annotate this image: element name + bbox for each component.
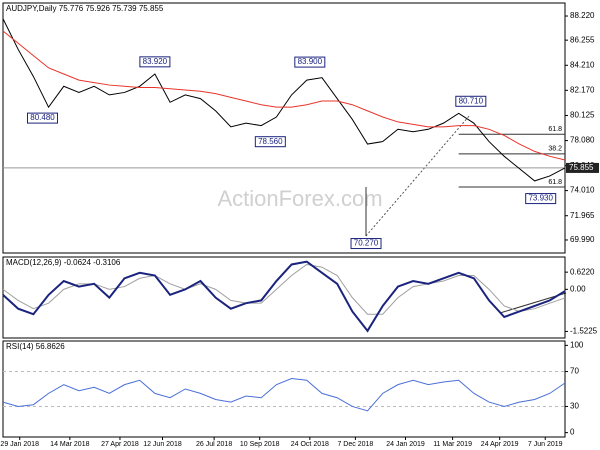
- x-tick-label: 24 Apr 2019: [481, 441, 519, 448]
- panel-title: RSI(14) 56.8626: [6, 342, 65, 351]
- x-tick-label: 26 Jul 2018: [196, 441, 232, 448]
- last-price-label: 75.855: [569, 163, 594, 172]
- y-tick-label: 0.00: [570, 284, 586, 293]
- y-tick-label: 0.6220: [570, 267, 595, 276]
- y-tick-label: 69.990: [570, 235, 595, 244]
- panel-frame: [2, 340, 566, 438]
- y-tick-label: -1.5225: [570, 327, 598, 336]
- panel-frame: [2, 2, 566, 254]
- series-line: [2, 263, 566, 315]
- fib-label: 38.2: [548, 146, 562, 153]
- y-tick-label: 74.010: [570, 186, 595, 195]
- price-label-box: [350, 238, 382, 250]
- price-label-box: [254, 136, 286, 148]
- x-tick-label: 7 Dec 2018: [337, 441, 373, 448]
- price-label-box: [26, 112, 58, 124]
- price-label: 78.560: [258, 137, 283, 146]
- y-tick-label: 78.080: [570, 136, 595, 145]
- panel-title: MACD(12,26,9) -0.0624 -0.3106: [6, 258, 121, 267]
- fib-label: 61.8: [548, 179, 562, 186]
- y-tick-label: 88.220: [570, 11, 595, 20]
- price-label-box: [455, 95, 487, 107]
- price-label-box: [525, 193, 557, 205]
- price-label: 83.920: [143, 57, 168, 66]
- price-label-box: [294, 56, 326, 68]
- series-line: [2, 30, 566, 161]
- price-label: 80.710: [459, 96, 484, 105]
- x-tick-label: 24 Oct 2018: [291, 441, 329, 448]
- y-tick-label: 30: [570, 402, 579, 411]
- watermark: ActionForex.com: [217, 186, 382, 211]
- series-line: [2, 260, 566, 333]
- y-tick-label: 70: [570, 367, 579, 376]
- x-tick-label: 10 Sep 2018: [240, 441, 280, 448]
- y-tick-label: 86.255: [570, 35, 595, 44]
- y-tick-label: 84.210: [570, 60, 595, 69]
- panel-frame: [2, 256, 566, 339]
- x-tick-label: 7 Jun 2019: [528, 441, 563, 448]
- x-tick-label: 24 Jan 2019: [386, 441, 425, 448]
- y-tick-label: 100: [570, 340, 584, 349]
- last-price-box: [566, 162, 599, 173]
- price-label: 70.270: [354, 239, 379, 248]
- price-label: 80.480: [30, 113, 55, 122]
- x-tick-label: 12 Jun 2018: [143, 441, 182, 448]
- y-tick-label: 82.170: [570, 85, 595, 94]
- y-tick-label: 0: [570, 428, 575, 437]
- fib-label: 61.8: [548, 126, 562, 133]
- y-tick-label: 71.965: [570, 211, 595, 220]
- panel-title: AUDJPY,Daily 75.776 75.926 75.739 75.855: [6, 4, 164, 13]
- series-line: [2, 18, 566, 182]
- price-label-box: [139, 56, 171, 68]
- y-tick-label: 80.125: [570, 111, 595, 120]
- price-label: 83.900: [298, 57, 323, 66]
- series-line: [2, 378, 566, 412]
- price-label: 73.930: [528, 194, 553, 203]
- x-tick-label: 14 Mar 2018: [50, 441, 89, 448]
- x-tick-label: 11 Mar 2019: [433, 441, 472, 448]
- x-tick-label: 29 Jan 2018: [0, 441, 39, 448]
- x-tick-label: 27 Apr 2018: [101, 441, 139, 448]
- swing-line: [365, 114, 471, 237]
